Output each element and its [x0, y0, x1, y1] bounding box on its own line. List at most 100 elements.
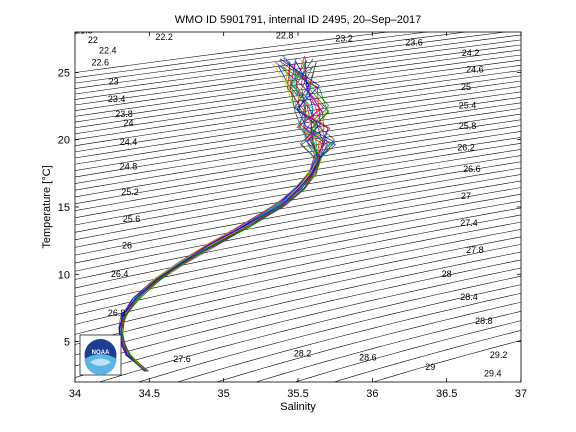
density-label: 28.2: [294, 348, 312, 358]
noaa-logo: NOAA: [79, 334, 122, 376]
density-label: 24: [124, 118, 134, 128]
density-label: 24.4: [120, 137, 138, 147]
density-label: 23.2: [335, 33, 353, 43]
isopycnal-line: [75, 149, 521, 226]
isopycnal-line: [75, 44, 521, 106]
density-labels: 21.822 22.2 22.4 22.6 23 23.4 23.824 24.4 24.8 25…: [75, 25, 508, 379]
density-label: 25.6: [123, 214, 141, 224]
density-label: 25.4: [459, 101, 477, 111]
density-label: 27.6: [173, 354, 191, 364]
density-label: 22: [88, 35, 98, 45]
isopycnal-line: [75, 155, 521, 233]
noaa-logo-text: NOAA: [92, 350, 110, 356]
density-label: 22.8: [276, 31, 294, 41]
profile-line: [119, 60, 323, 372]
density-label: 25: [461, 82, 471, 92]
isopycnal-line: [372, 340, 521, 382]
density-label: 23.6: [405, 37, 423, 47]
profile-lines: [118, 54, 337, 372]
density-label: 24.6: [466, 64, 484, 74]
profile-line: [121, 55, 320, 372]
density-label: 21.8: [75, 25, 93, 35]
density-label: 25.2: [121, 187, 139, 197]
isopycnal-line: [75, 167, 521, 248]
isopycnal-line: [75, 193, 521, 280]
isopycnal-line: [75, 174, 521, 256]
density-label: 28.4: [460, 292, 478, 302]
density-label: 24.8: [120, 161, 138, 171]
isopycnal-line: [75, 143, 521, 219]
isopycnal-line: [75, 54, 521, 117]
isopycnal-line: [75, 49, 521, 111]
profile-line: [118, 69, 322, 372]
x-tick-label: 34.5: [139, 388, 160, 400]
density-label: 23.4: [108, 94, 126, 104]
x-tick-label: 36: [366, 388, 378, 400]
chart-title: WMO ID 5901791, internal ID 2495, 20–Sep…: [175, 14, 421, 26]
density-label: 26.8: [108, 308, 126, 318]
density-label: 28.6: [359, 352, 377, 362]
isopycnal-line: [75, 70, 521, 135]
profile-line: [121, 62, 333, 372]
isopycnal-line: [333, 330, 521, 382]
isopycnal-line: [75, 180, 521, 264]
isopycnal-line: [75, 187, 521, 272]
profile-line: [121, 59, 322, 372]
isopycnal-line: [75, 32, 430, 79]
density-label: 26.6: [463, 164, 481, 174]
y-axis: 5 10 15 20 25: [58, 67, 521, 349]
density-label: 29: [425, 362, 435, 372]
density-label: 23: [109, 77, 119, 87]
isopycnal-line: [137, 284, 521, 382]
profile-line: [119, 58, 336, 372]
x-tick-label: 36.5: [436, 388, 457, 400]
profile-line: [121, 56, 327, 372]
x-tick-label: 35.5: [287, 388, 308, 400]
y-tick-label: 25: [58, 67, 70, 79]
density-label: 28: [442, 269, 452, 279]
isopycnal-line: [215, 301, 521, 382]
density-label: 22.4: [99, 46, 117, 56]
isopycnal-line: [176, 292, 521, 382]
density-label: 23.8: [115, 109, 133, 119]
density-label: 22.6: [92, 58, 110, 68]
isopycnal-line: [75, 137, 521, 211]
density-label: 27: [461, 191, 471, 201]
y-tick-label: 15: [58, 202, 70, 214]
isopycnal-line: [75, 65, 521, 129]
density-label: 28.8: [475, 316, 493, 326]
isopycnal-line: [75, 200, 521, 289]
x-tick-label: 37: [515, 388, 527, 400]
isopycnal-line: [75, 32, 469, 84]
density-label: 29.4: [484, 369, 502, 379]
density-label: 27.8: [466, 245, 484, 255]
isopycnal-line: [75, 32, 508, 89]
density-label: 25.8: [459, 121, 477, 131]
y-tick-label: 20: [58, 135, 70, 147]
isopycnal-line: [75, 59, 521, 123]
x-tick-label: 35: [218, 388, 230, 400]
x-tick-label: 34: [69, 388, 81, 400]
y-tick-label: 10: [58, 269, 70, 281]
density-label: 22.2: [155, 32, 173, 42]
isopycnal-line: [75, 251, 521, 356]
isopycnal-line: [75, 39, 521, 100]
density-label: 26.4: [111, 269, 129, 279]
y-axis-label: Temperature [°C]: [41, 165, 53, 248]
isopycnal-line: [75, 259, 521, 367]
isopycnal-line: [75, 161, 521, 241]
isopycnal-line: [75, 34, 521, 95]
x-axis-label: Salinity: [280, 401, 316, 413]
isopycnal-line: [75, 267, 521, 378]
density-label: 29.2: [490, 350, 508, 360]
profile-line: [121, 65, 328, 372]
isopycnal-line: [98, 275, 521, 382]
density-label: 26.2: [457, 142, 475, 152]
density-contours: [75, 32, 521, 382]
isopycnal-line: [254, 311, 521, 382]
profile-line: [118, 61, 329, 372]
isopycnal-line: [294, 320, 521, 382]
profile-line: [120, 58, 328, 372]
x-axis: 34 34.5 35 35.5 36 36.5 37: [69, 32, 527, 400]
